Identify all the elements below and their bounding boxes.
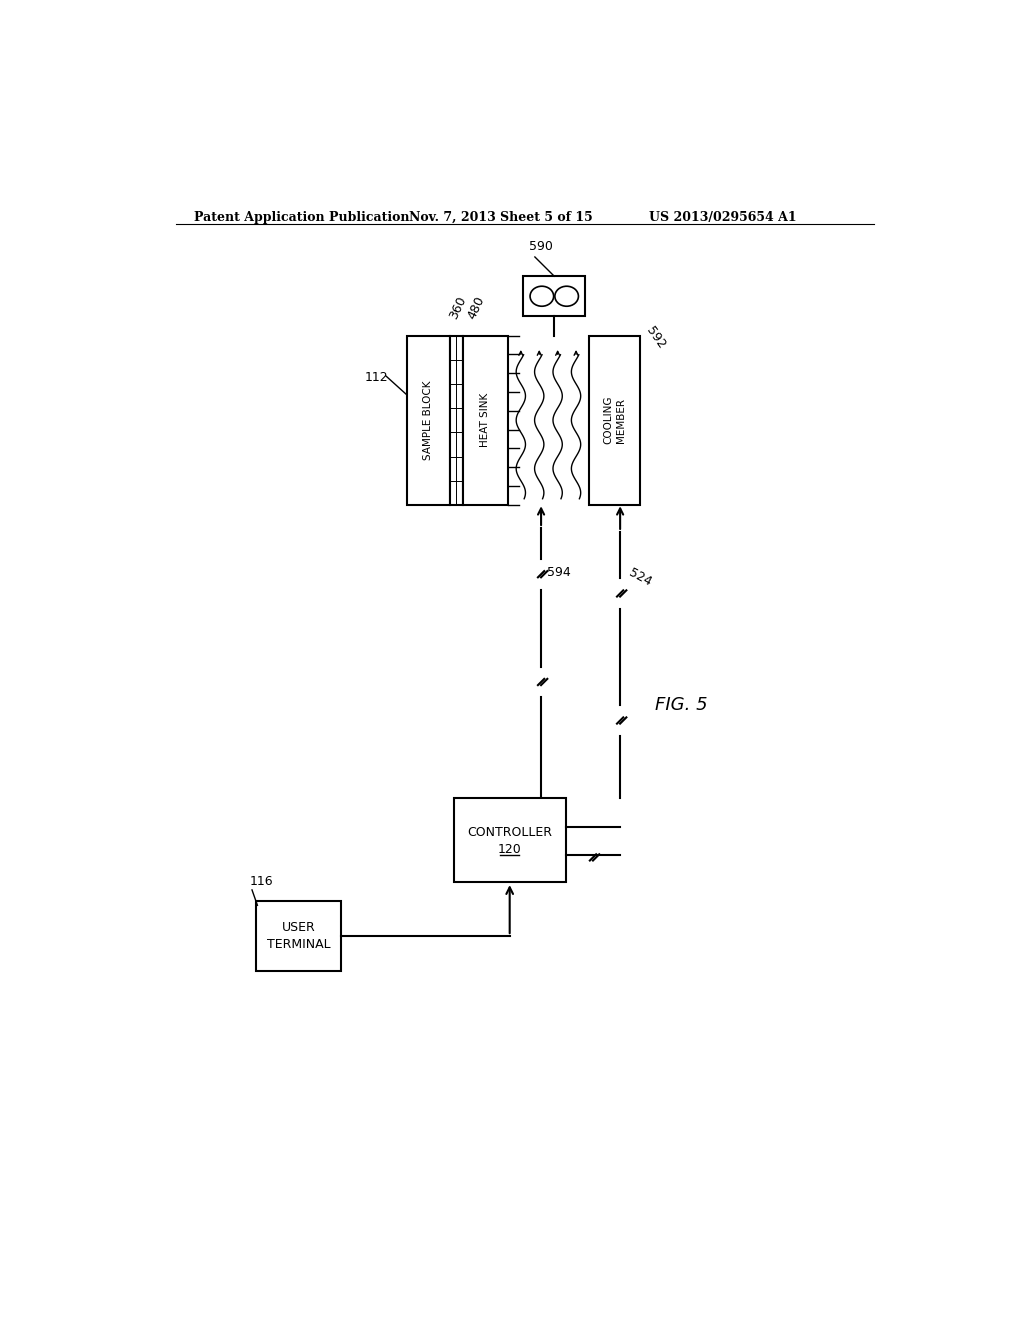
Bar [454,797,566,882]
Ellipse shape [555,286,579,306]
Bar [589,335,640,506]
Bar [450,335,463,506]
Bar [463,335,508,506]
Text: 480: 480 [465,294,487,322]
Text: 112: 112 [365,371,388,384]
Text: HEAT SINK: HEAT SINK [480,393,490,447]
Text: Sheet 5 of 15: Sheet 5 of 15 [500,211,593,224]
Text: Nov. 7, 2013: Nov. 7, 2013 [410,211,496,224]
Text: 524: 524 [627,566,653,589]
Text: 116: 116 [250,875,273,887]
Text: 590: 590 [529,240,553,253]
Text: FIG. 5: FIG. 5 [655,696,708,714]
Bar [407,335,450,506]
Bar [523,276,586,317]
Text: USER
TERMINAL: USER TERMINAL [266,921,331,952]
Bar [256,902,341,970]
Text: 594: 594 [547,566,571,579]
Text: COOLING
MEMBER: COOLING MEMBER [603,396,626,445]
Ellipse shape [530,286,554,306]
Text: 592: 592 [643,323,668,351]
Text: US 2013/0295654 A1: US 2013/0295654 A1 [649,211,797,224]
Text: SAMPLE BLOCK: SAMPLE BLOCK [423,380,433,459]
Text: Patent Application Publication: Patent Application Publication [194,211,410,224]
Text: CONTROLLER: CONTROLLER [467,825,552,838]
Text: 120: 120 [498,842,521,855]
Text: 360: 360 [446,294,468,322]
